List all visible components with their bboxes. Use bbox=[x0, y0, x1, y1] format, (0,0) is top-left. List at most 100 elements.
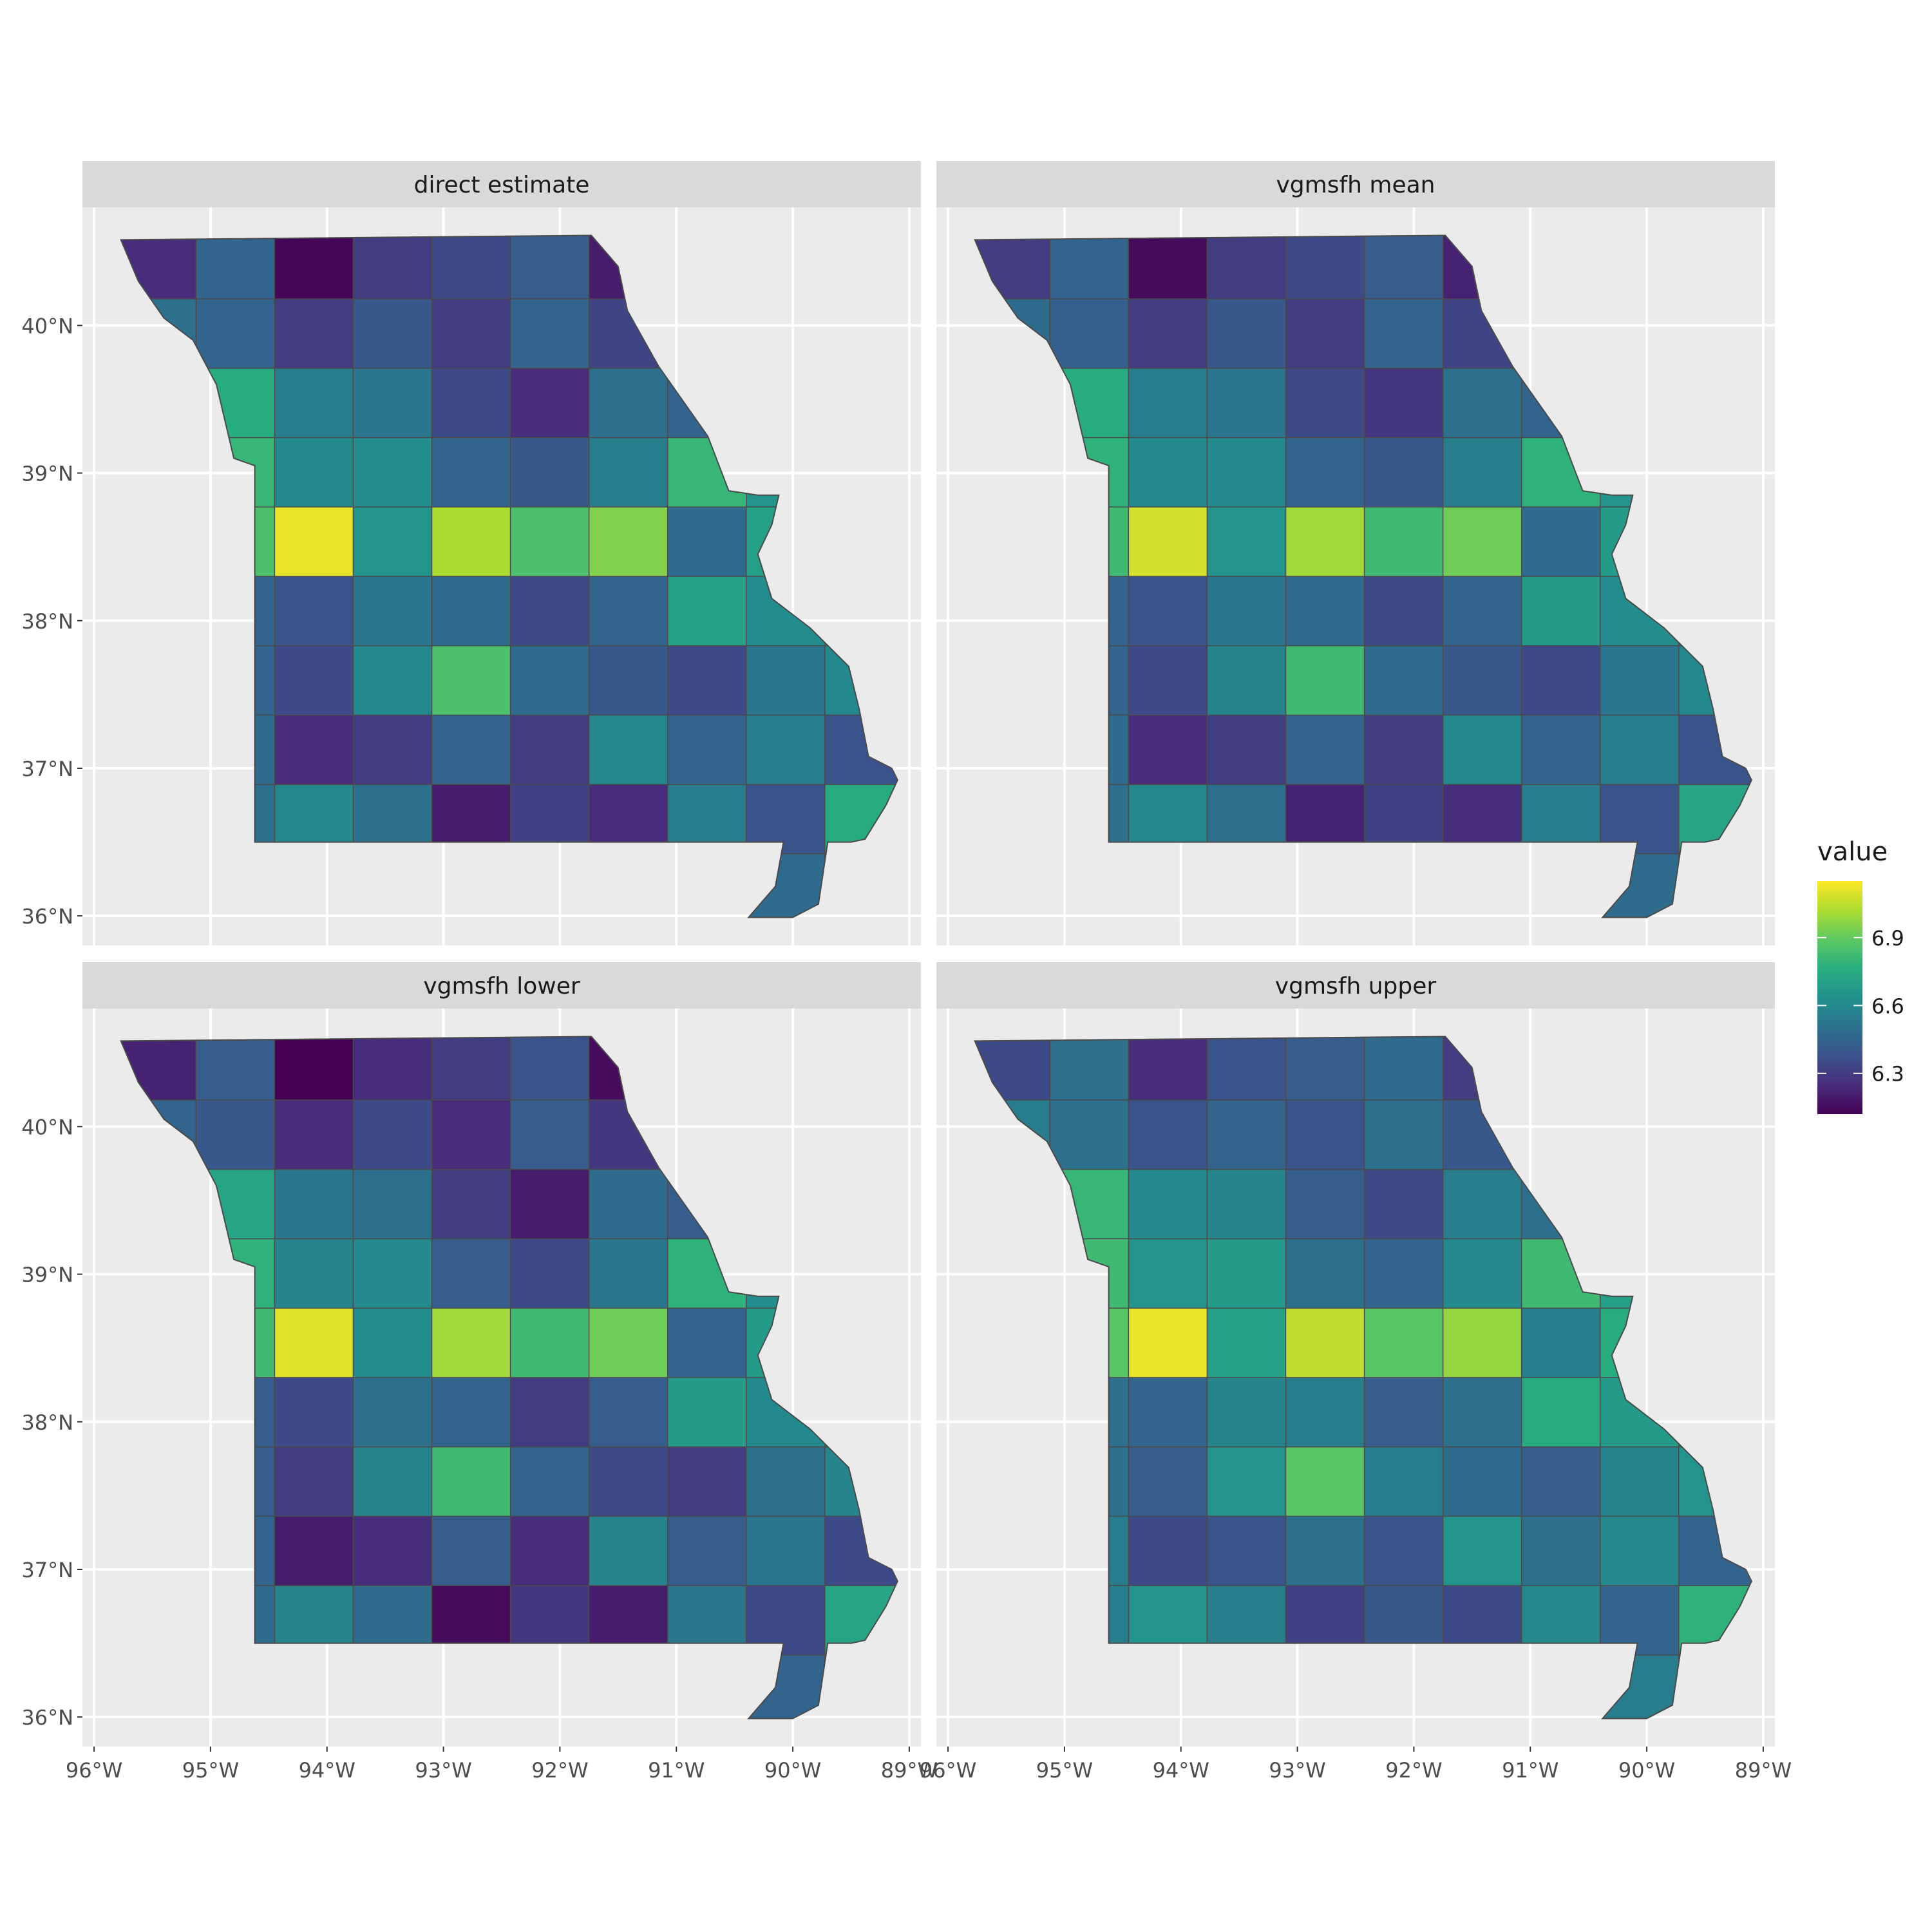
county-polygon bbox=[1520, 1377, 1601, 1448]
county-polygon bbox=[1128, 1099, 1208, 1171]
x-tick-label: 95°W bbox=[1036, 1758, 1093, 1783]
county-polygon bbox=[1206, 1099, 1287, 1171]
county-polygon bbox=[509, 576, 590, 647]
county-polygon bbox=[431, 1446, 511, 1517]
x-tick-label: 89°W bbox=[881, 1758, 938, 1783]
county-polygon bbox=[1520, 506, 1601, 578]
county-polygon bbox=[1363, 235, 1444, 300]
county-polygon bbox=[1285, 235, 1365, 300]
county-polygon bbox=[1206, 506, 1287, 578]
legend-tick-label: 6.3 bbox=[1871, 1062, 1904, 1086]
y-tick-label: 39°N bbox=[21, 1263, 73, 1287]
county-polygon bbox=[274, 576, 354, 647]
county-polygon bbox=[352, 714, 433, 786]
x-tick-label: 90°W bbox=[1618, 1758, 1675, 1783]
county-polygon bbox=[1285, 368, 1365, 439]
county-polygon bbox=[352, 235, 433, 300]
facet-strip bbox=[936, 962, 1775, 1009]
state-outline bbox=[120, 1036, 898, 1719]
county-polygon bbox=[509, 437, 590, 508]
county-polygon bbox=[1206, 437, 1287, 508]
county-polygon bbox=[274, 1169, 354, 1240]
county-polygon bbox=[509, 1099, 590, 1171]
county-polygon bbox=[588, 1169, 668, 1240]
county-polygon bbox=[1442, 1446, 1522, 1517]
county-polygon bbox=[509, 1169, 590, 1240]
county-polygon bbox=[431, 1515, 511, 1587]
county-polygon bbox=[195, 298, 276, 370]
county-polygon bbox=[1206, 645, 1287, 716]
county-polygon bbox=[588, 368, 668, 439]
county-polygon bbox=[1285, 506, 1365, 578]
county-polygon bbox=[1520, 1307, 1601, 1379]
county-polygon bbox=[1442, 1377, 1522, 1448]
county-polygon bbox=[1285, 1036, 1365, 1101]
county-polygon bbox=[1049, 1099, 1130, 1171]
county-polygon bbox=[1363, 1446, 1444, 1517]
county-polygon bbox=[1285, 645, 1365, 716]
county-polygon bbox=[1128, 506, 1208, 578]
y-tick-label: 37°N bbox=[21, 1558, 73, 1582]
county-polygon bbox=[1285, 1377, 1365, 1448]
color-legend: value 6.9 6.6 6.3 bbox=[1817, 837, 1904, 1114]
county-polygon bbox=[509, 1515, 590, 1587]
county-polygon bbox=[1128, 714, 1208, 786]
county-polygon bbox=[509, 298, 590, 370]
county-polygon bbox=[509, 714, 590, 786]
county-polygon bbox=[1206, 1446, 1287, 1517]
county-polygon bbox=[195, 235, 276, 300]
county-polygon bbox=[588, 1307, 668, 1379]
county-polygon bbox=[352, 298, 433, 370]
county-polygon bbox=[431, 576, 511, 647]
county-polygon bbox=[746, 645, 826, 716]
y-tick-label: 39°N bbox=[21, 462, 73, 486]
county-polygon bbox=[1363, 1099, 1444, 1171]
county-polygon bbox=[1520, 1446, 1601, 1517]
county-polygon bbox=[1520, 1515, 1601, 1587]
county-polygon bbox=[1285, 1307, 1365, 1379]
county-polygon bbox=[1206, 1169, 1287, 1240]
county-polygon bbox=[1285, 576, 1365, 647]
county-polygon bbox=[1285, 1446, 1365, 1517]
county-polygon bbox=[1128, 1169, 1208, 1240]
x-tick-label: 90°W bbox=[764, 1758, 821, 1783]
x-tick-label: 95°W bbox=[182, 1758, 239, 1783]
county-polygon bbox=[1285, 437, 1365, 508]
county-polygon bbox=[1442, 576, 1522, 647]
county-polygon bbox=[352, 1446, 433, 1517]
x-tick-label: 91°W bbox=[648, 1758, 705, 1783]
county-polygon bbox=[431, 1169, 511, 1240]
facet-title: direct estimate bbox=[414, 172, 590, 198]
county-polygon bbox=[667, 576, 747, 647]
county-polygon bbox=[431, 298, 511, 370]
county-polygon bbox=[1285, 1238, 1365, 1309]
county-polygon bbox=[431, 1238, 511, 1309]
county-polygon bbox=[1442, 1515, 1522, 1587]
y-tick-label: 40°N bbox=[21, 314, 73, 338]
county-polygon bbox=[1363, 1377, 1444, 1448]
facet-strip bbox=[936, 161, 1775, 207]
county-polygon bbox=[1600, 1515, 1680, 1587]
county-polygon bbox=[1520, 645, 1601, 716]
county-polygon bbox=[1128, 1036, 1208, 1101]
county-polygon bbox=[667, 506, 747, 578]
y-tick-label: 38°N bbox=[21, 1410, 73, 1435]
county-polygon bbox=[509, 645, 590, 716]
county-polygon bbox=[1128, 1238, 1208, 1309]
county-polygon bbox=[588, 1377, 668, 1448]
county-polygon bbox=[667, 714, 747, 786]
county-polygon bbox=[1363, 506, 1444, 578]
county-polygon bbox=[509, 1036, 590, 1101]
county-polygon bbox=[431, 714, 511, 786]
map-panel: vgmsfh mean bbox=[936, 161, 1775, 945]
county-polygon bbox=[431, 437, 511, 508]
county-polygon bbox=[1206, 298, 1287, 370]
county-polygon bbox=[1363, 298, 1444, 370]
county-polygon bbox=[352, 1036, 433, 1101]
county-polygon bbox=[1363, 714, 1444, 786]
county-polygon bbox=[588, 1446, 668, 1517]
county-polygon bbox=[1363, 437, 1444, 508]
county-polygon bbox=[274, 1377, 354, 1448]
county-polygon bbox=[274, 506, 354, 578]
county-polygon bbox=[1049, 298, 1130, 370]
